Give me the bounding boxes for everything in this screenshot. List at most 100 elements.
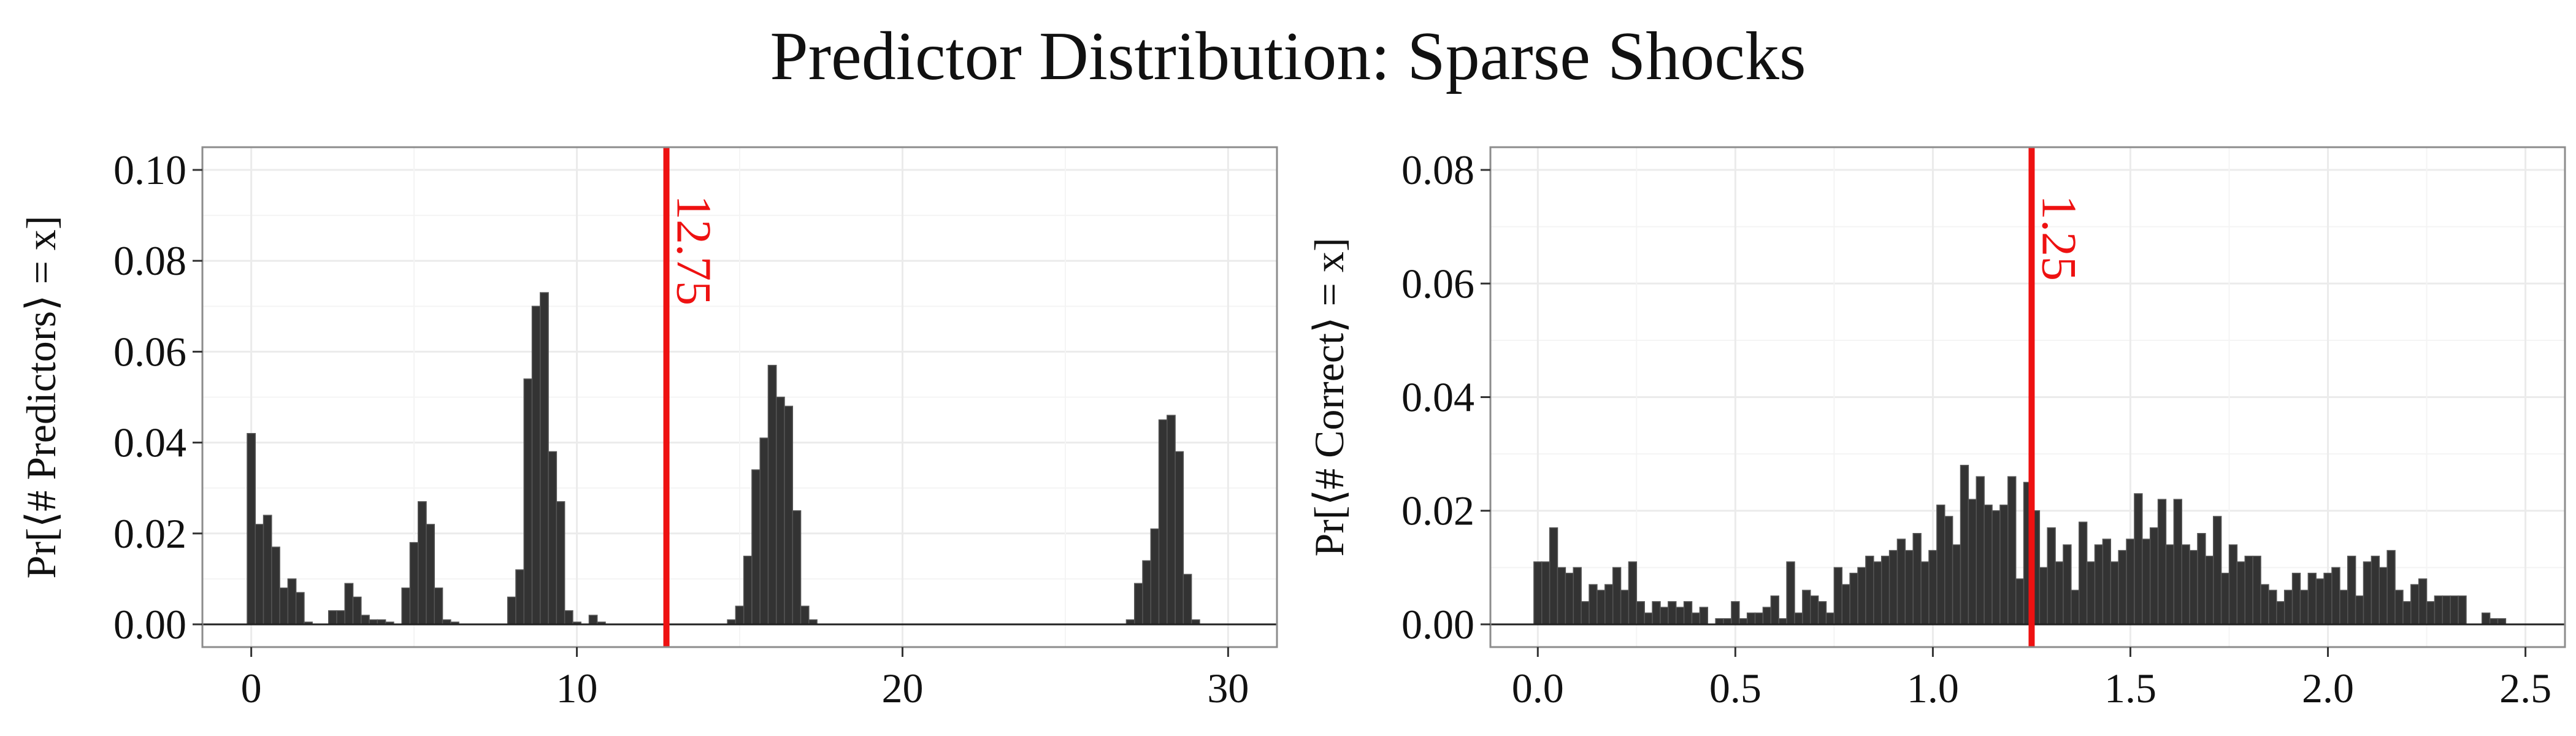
histogram-bar	[2386, 550, 2396, 625]
histogram-bar	[2347, 556, 2356, 625]
histogram-bar	[2212, 516, 2222, 625]
histogram-bar	[507, 596, 516, 625]
histogram-bar	[1167, 415, 1176, 625]
histogram-bar	[1683, 601, 1693, 625]
histogram-bar	[1865, 556, 1874, 625]
y-tick-label: 0.06	[113, 328, 186, 375]
histogram-bar	[1731, 601, 1740, 625]
histogram-bar	[2039, 567, 2048, 625]
histogram-bar	[1880, 556, 1890, 625]
histogram-bar	[1628, 561, 1638, 625]
histogram-bar	[2063, 544, 2072, 625]
y-tick-label: 0.02	[1401, 488, 1474, 534]
x-tick-label: 0.5	[1709, 665, 1761, 711]
histogram-bar	[344, 583, 354, 625]
histogram-bar	[1817, 601, 1827, 625]
x-tick-label: 1.5	[2104, 665, 2156, 711]
histogram-bar	[1557, 567, 1566, 625]
x-tick-label: 2.0	[2302, 665, 2354, 711]
x-tick-label: 20	[881, 665, 923, 711]
histogram-bar	[2142, 539, 2151, 625]
histogram-bar	[2015, 578, 2025, 625]
histogram-bar	[1675, 607, 1685, 625]
histogram-bar	[2252, 556, 2261, 625]
y-tick-label: 0.06	[1401, 260, 1474, 307]
histogram-bar	[1620, 589, 1630, 625]
histogram-bar	[1183, 573, 1192, 625]
histogram-bar	[434, 587, 443, 625]
histogram-bar	[2228, 544, 2238, 625]
histogram-bar	[751, 469, 761, 625]
histogram-bar	[1533, 561, 1543, 625]
histogram-bar	[2418, 578, 2428, 625]
histogram-bar	[2071, 589, 2080, 625]
histogram-bar	[2363, 561, 2372, 625]
histogram-bar	[1912, 533, 1922, 625]
histogram-bar	[1991, 510, 2001, 625]
histogram-bar	[2197, 533, 2206, 625]
histogram-bar	[523, 378, 533, 625]
histogram-bar	[775, 396, 785, 625]
histogram-bar	[2126, 539, 2135, 625]
histogram-bar	[2339, 589, 2348, 625]
histogram-bar	[1794, 612, 1803, 625]
histogram-bar	[2173, 499, 2182, 625]
y-tick-label: 0.00	[1401, 601, 1474, 648]
histogram-bar	[336, 610, 346, 625]
histogram-bar	[1904, 550, 1914, 625]
histogram-bar	[1573, 567, 1582, 625]
histogram-bar	[2055, 561, 2064, 625]
histogram-bar	[361, 615, 370, 625]
histogram-bar	[1896, 539, 1906, 625]
y-tick-label: 0.00	[113, 601, 186, 648]
histogram-bar	[1968, 499, 1977, 625]
histogram-bar	[1849, 572, 1858, 625]
histogram-bar	[2165, 544, 2175, 625]
histogram-bar	[2315, 578, 2325, 625]
x-tick-label: 0	[241, 665, 262, 711]
histogram-bar	[2260, 584, 2269, 625]
histogram-bar	[2110, 561, 2119, 625]
histogram-bar	[800, 605, 810, 625]
histogram-bar	[2481, 612, 2491, 625]
histogram-bar	[1825, 612, 1835, 625]
histogram-bar	[2355, 595, 2364, 625]
histogram-bar	[2379, 567, 2388, 625]
histogram-bar	[2181, 544, 2190, 625]
histogram-bar	[2205, 556, 2214, 625]
histogram-bar	[2434, 595, 2444, 625]
histogram-bar	[1142, 560, 1152, 625]
histogram-bar	[588, 615, 598, 625]
histogram-bar	[2189, 550, 2198, 625]
plot-frame	[201, 146, 1278, 648]
histogram-bar	[1873, 561, 1882, 625]
histogram-bar	[1944, 516, 1953, 625]
histogram-bar	[2118, 550, 2127, 625]
histogram-bar	[1597, 589, 1606, 625]
histogram-bar	[2283, 589, 2293, 625]
histogram-bar	[743, 556, 753, 625]
histogram-bar	[1581, 601, 1590, 625]
histogram-bar	[2268, 589, 2277, 625]
histogram-bar	[2134, 493, 2143, 625]
histogram-bar	[1888, 550, 1898, 625]
histogram-bar	[352, 596, 362, 625]
histogram-bar	[1589, 584, 1598, 625]
histogram-bar	[2442, 595, 2451, 625]
histogram-bar	[1158, 419, 1168, 625]
histogram-bar	[1920, 561, 1930, 625]
histogram-bar	[2276, 601, 2285, 625]
left-panel: 12.75 0.00 0.02 0.04 0.06 0.08 0.10 0 10 20 30 Pr[⟨…	[18, 146, 1278, 711]
histogram-bar	[1809, 595, 1819, 625]
reference-line-label: 1.25	[2031, 195, 2085, 281]
histogram-bar	[1960, 464, 1969, 625]
x-tick-label: 0.0	[1512, 665, 1564, 711]
histogram-bar	[1857, 567, 1866, 625]
histogram-bar	[515, 569, 525, 625]
histogram-bar	[2402, 601, 2412, 625]
histogram-bar	[759, 437, 769, 625]
histogram-bar	[2094, 544, 2104, 625]
histogram-bar	[247, 433, 256, 625]
histogram-bar	[1976, 476, 1985, 625]
histogram-bar	[409, 542, 419, 625]
